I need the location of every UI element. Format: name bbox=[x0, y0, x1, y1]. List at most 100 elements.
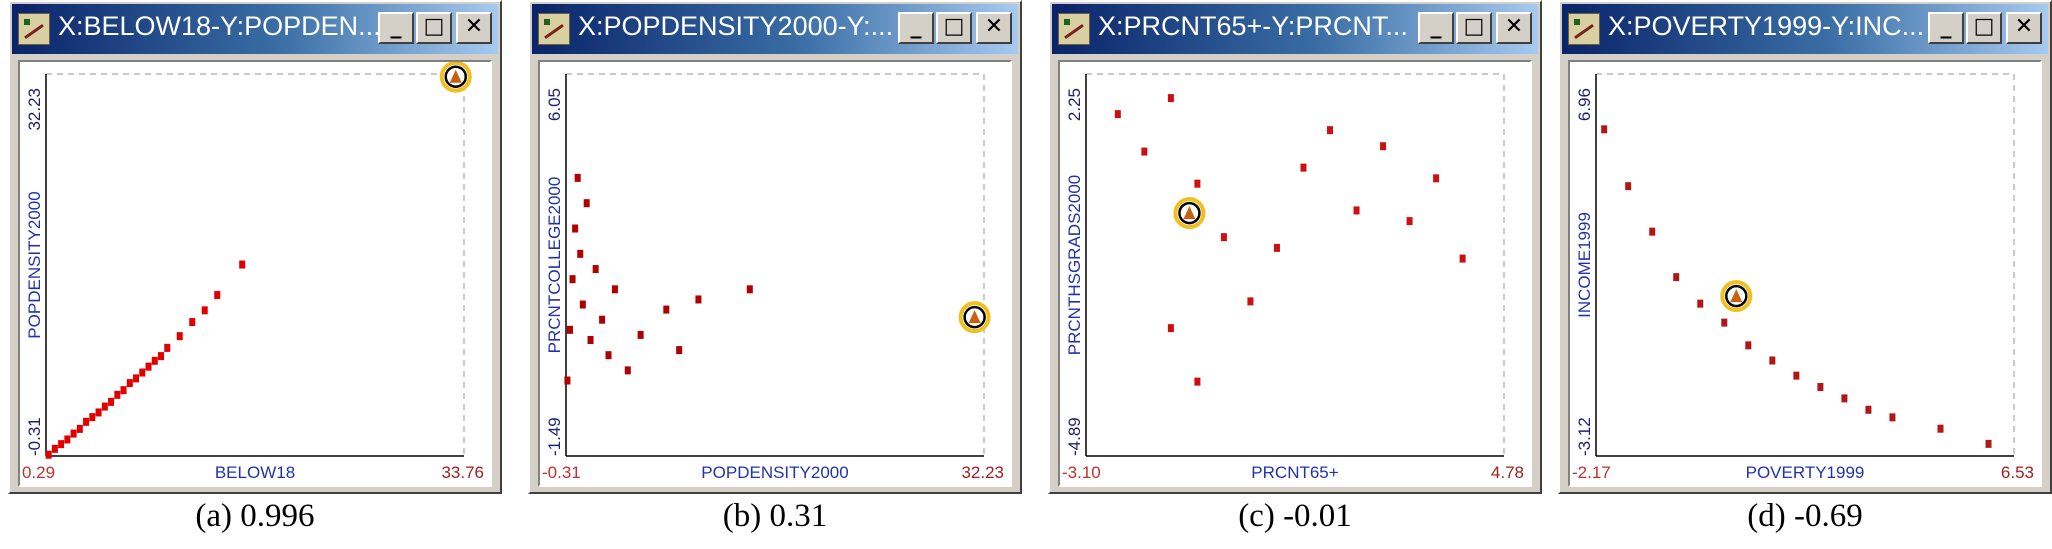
data-point bbox=[133, 374, 140, 383]
data-point bbox=[95, 408, 102, 417]
data-point bbox=[695, 295, 702, 304]
data-point bbox=[577, 249, 584, 258]
x-axis-label: BELOW18 bbox=[215, 463, 295, 482]
x-axis-max-label: 4.78 bbox=[1491, 463, 1524, 482]
x-axis-max-label: 32.23 bbox=[961, 463, 1004, 482]
plot-area[interactable]: -0.31 32.23 POPDENSITY2000 6.05 -1.49 PRCNTCO… bbox=[538, 60, 1012, 487]
y-axis-max-label: 6.96 bbox=[1575, 88, 1594, 121]
title-bar[interactable]: X:BELOW18-Y:POPDEN... _ □ ✕ bbox=[12, 4, 498, 54]
data-point bbox=[624, 366, 631, 375]
data-point bbox=[114, 390, 121, 399]
data-point bbox=[1167, 324, 1174, 333]
data-point bbox=[572, 224, 579, 233]
data-point bbox=[1141, 147, 1148, 156]
data-point bbox=[1247, 297, 1254, 306]
minimize-button[interactable]: _ bbox=[1418, 12, 1454, 44]
x-axis-min-label: -2.17 bbox=[1572, 463, 1611, 482]
data-point bbox=[1406, 217, 1413, 226]
figure-caption: (c) -0.01 bbox=[1238, 498, 1352, 534]
highlight-ring-inner bbox=[1178, 201, 1201, 225]
data-point bbox=[108, 397, 115, 406]
scatterplot-app-icon[interactable] bbox=[1568, 13, 1600, 45]
plot-area[interactable]: -2.17 6.53 POVERTY1999 6.96 -3.12 INCOME1999 bbox=[1568, 60, 2042, 487]
close-button[interactable]: ✕ bbox=[1496, 12, 1532, 44]
data-point bbox=[1459, 254, 1466, 263]
data-point bbox=[1865, 405, 1872, 414]
panel-d: X:POVERTY1999-Y:INC... _ □ ✕ -2.17 6.53 PO… bbox=[1558, 0, 2052, 549]
close-button[interactable]: ✕ bbox=[456, 12, 492, 44]
maximize-button[interactable]: □ bbox=[1456, 12, 1492, 44]
minimize-button[interactable]: _ bbox=[1928, 12, 1964, 44]
highlight-ring-inner bbox=[1725, 284, 1748, 308]
data-point bbox=[201, 306, 208, 315]
scatter-plot[interactable]: -3.10 4.78 PRCNT65+ 2.25 -4.89 PRCNTHSGRADS20… bbox=[1060, 62, 1530, 485]
panel-a: X:BELOW18-Y:POPDEN... _ □ ✕ 0.29 33.76 BEL… bbox=[8, 0, 502, 549]
scatter-plot[interactable]: 0.29 33.76 BELOW18 32.23 -0.31 POPDENSITY2000 bbox=[20, 62, 490, 485]
data-point bbox=[139, 368, 146, 377]
data-point bbox=[1817, 383, 1824, 392]
data-point bbox=[214, 291, 221, 300]
scatterplot-app-icon[interactable] bbox=[538, 13, 570, 45]
data-point bbox=[58, 440, 65, 449]
x-axis-max-label: 33.76 bbox=[441, 463, 484, 482]
y-axis-min-label: -0.31 bbox=[25, 417, 44, 456]
maximize-button[interactable]: □ bbox=[1966, 12, 2002, 44]
data-point bbox=[101, 402, 108, 411]
maximize-button[interactable]: □ bbox=[416, 12, 452, 44]
data-point bbox=[83, 417, 90, 426]
scatterplot-window[interactable]: X:POPDENSITY2000-Y:... _ □ ✕ -0.31 32.23 P… bbox=[528, 0, 1022, 494]
data-point bbox=[605, 351, 612, 360]
title-bar[interactable]: X:POVERTY1999-Y:INC... _ □ ✕ bbox=[1562, 4, 2048, 54]
data-point bbox=[599, 315, 606, 324]
data-point bbox=[583, 199, 590, 208]
y-axis-min-label: -3.12 bbox=[1575, 417, 1594, 456]
scatter-plot[interactable]: -0.31 32.23 POPDENSITY2000 6.05 -1.49 PRCNTCO… bbox=[540, 62, 1010, 485]
data-point bbox=[676, 346, 683, 355]
x-axis-label: POVERTY1999 bbox=[1746, 463, 1865, 482]
data-point bbox=[89, 413, 96, 422]
highlight-marker-icon bbox=[1730, 289, 1743, 303]
plot-area[interactable]: 0.29 33.76 BELOW18 32.23 -0.31 POPDENSITY2000 bbox=[18, 60, 492, 487]
scatter-plot[interactable]: -2.17 6.53 POVERTY1999 6.96 -3.12 INCOME1999 bbox=[1570, 62, 2040, 485]
scatterplot-window[interactable]: X:BELOW18-Y:POPDEN... _ □ ✕ 0.29 33.76 BEL… bbox=[8, 0, 502, 494]
data-point bbox=[1433, 174, 1440, 183]
maximize-button[interactable]: □ bbox=[936, 12, 972, 44]
data-point bbox=[145, 362, 152, 371]
data-point bbox=[1769, 356, 1776, 365]
x-axis-label: PRCNT65+ bbox=[1251, 463, 1338, 482]
highlight-marker-icon bbox=[968, 310, 981, 324]
data-point bbox=[1601, 125, 1608, 134]
data-point bbox=[637, 330, 644, 339]
scatterplot-window[interactable]: X:POVERTY1999-Y:INC... _ □ ✕ -2.17 6.53 PO… bbox=[1558, 0, 2052, 494]
data-point bbox=[1793, 371, 1800, 380]
y-axis-label: POPDENSITY2000 bbox=[25, 191, 44, 338]
close-button[interactable]: ✕ bbox=[976, 12, 1012, 44]
y-axis-max-label: 32.23 bbox=[25, 88, 44, 131]
window-title: X:PRCNT65+-Y:PRCNT... bbox=[1098, 11, 1408, 41]
panel-b: X:POPDENSITY2000-Y:... _ □ ✕ -0.31 32.23 P… bbox=[528, 0, 1022, 549]
title-bar[interactable]: X:PRCNT65+-Y:PRCNT... _ □ ✕ bbox=[1052, 4, 1538, 54]
plot-area[interactable]: -3.10 4.78 PRCNT65+ 2.25 -4.89 PRCNTHSGRADS20… bbox=[1058, 60, 1532, 487]
scatterplot-app-icon[interactable] bbox=[1058, 13, 1090, 45]
data-point bbox=[120, 386, 127, 395]
close-button[interactable]: ✕ bbox=[2006, 12, 2042, 44]
data-point bbox=[1167, 94, 1174, 103]
scatterplot-app-icon[interactable] bbox=[18, 13, 50, 45]
data-point bbox=[1721, 318, 1728, 327]
highlight-ring-inner bbox=[963, 305, 986, 329]
data-point bbox=[70, 429, 77, 438]
x-axis-min-label: -3.10 bbox=[1062, 463, 1101, 482]
figure-caption: (b) 0.31 bbox=[722, 498, 828, 534]
data-point bbox=[569, 275, 576, 284]
minimize-button[interactable]: _ bbox=[898, 12, 934, 44]
data-point bbox=[45, 450, 52, 459]
data-point bbox=[1300, 163, 1307, 172]
data-point bbox=[1889, 413, 1896, 422]
scatterplot-window[interactable]: X:PRCNT65+-Y:PRCNT... _ □ ✕ -3.10 4.78 PRC… bbox=[1048, 0, 1542, 494]
data-point bbox=[76, 424, 83, 433]
minimize-button[interactable]: _ bbox=[378, 12, 414, 44]
data-point bbox=[126, 379, 133, 388]
data-point bbox=[1697, 299, 1704, 308]
title-bar[interactable]: X:POPDENSITY2000-Y:... _ □ ✕ bbox=[532, 4, 1018, 54]
panel-c: X:PRCNT65+-Y:PRCNT... _ □ ✕ -3.10 4.78 PRC… bbox=[1048, 0, 1542, 549]
